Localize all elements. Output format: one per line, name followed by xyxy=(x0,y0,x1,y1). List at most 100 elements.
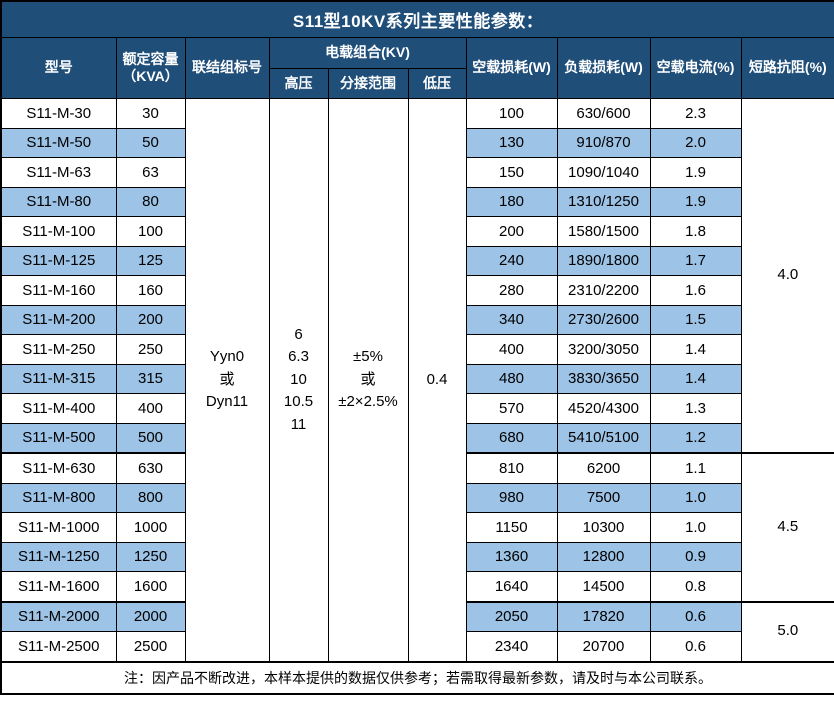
cell-load-loss: 1310/1250 xyxy=(556,186,651,217)
cell-model: S11-M-125 xyxy=(0,245,117,276)
cell-model: S11-M-315 xyxy=(0,363,117,394)
table-row: S11-M-63 63 150 1090/1040 1.9 xyxy=(0,157,834,188)
cell-no-load-loss: 340 xyxy=(465,304,558,335)
cell-capacity: 800 xyxy=(115,482,186,513)
cell-model: S11-M-63 xyxy=(0,157,117,188)
cell-model: S11-M-500 xyxy=(0,422,117,454)
cell-model: S11-M-100 xyxy=(0,216,117,247)
cell-load-loss: 2310/2200 xyxy=(556,275,651,306)
cell-capacity: 630 xyxy=(115,452,186,484)
cell-load-loss: 1090/1040 xyxy=(556,157,651,188)
cell-model: S11-M-1600 xyxy=(0,571,117,602)
table-row: S11-M-2000 2000 2050 17820 0.6 5.0 xyxy=(0,600,834,662)
table-row: S11-M-400 400 570 4520/4300 1.3 xyxy=(0,393,834,424)
cell-no-load-loss: 810 xyxy=(465,452,558,484)
col-header-tap-range: 分接范围 xyxy=(327,68,409,99)
col-header-hv: 高压 xyxy=(268,68,329,99)
cell-no-load-loss: 240 xyxy=(465,245,558,276)
table-row: S11-M-800 800 980 7500 1.0 xyxy=(0,482,834,513)
cell-no-load-current: 1.0 xyxy=(649,482,742,513)
cell-capacity: 250 xyxy=(115,334,186,365)
cell-no-load-current: 1.3 xyxy=(649,393,742,424)
cell-no-load-current: 1.6 xyxy=(649,275,742,306)
col-header-connection: 联结组标号 xyxy=(184,37,270,99)
table-row: S11-M-50 50 130 910/870 2.0 xyxy=(0,127,834,158)
cell-no-load-loss: 400 xyxy=(465,334,558,365)
cell-no-load-current: 0.9 xyxy=(649,541,742,572)
cell-model: S11-M-400 xyxy=(0,393,117,424)
cell-impedance: 4.0 xyxy=(740,98,834,454)
table-row: S11-M-160 160 280 2310/2200 1.6 xyxy=(0,275,834,306)
cell-capacity: 1250 xyxy=(115,541,186,572)
cell-lv-value: 0.4 xyxy=(407,98,467,662)
cell-load-loss: 10300 xyxy=(556,512,651,543)
header-row-2: 高压 分接范围 低压 xyxy=(1,68,834,99)
col-header-no-load-current: 空载电流(%) xyxy=(649,37,742,99)
table-row: S11-M-1250 1250 1360 12800 0.9 xyxy=(0,541,834,572)
cell-no-load-loss: 680 xyxy=(465,422,558,454)
cell-no-load-loss: 980 xyxy=(465,482,558,513)
cell-no-load-current: 1.8 xyxy=(649,216,742,247)
cell-connection-group: Yyn0 或 Dyn11 xyxy=(184,98,270,662)
cell-load-loss: 12800 xyxy=(556,541,651,572)
cell-load-loss: 3830/3650 xyxy=(556,363,651,394)
cell-no-load-loss: 1150 xyxy=(465,512,558,543)
cell-capacity: 315 xyxy=(115,363,186,394)
col-header-capacity: 额定容量 （KVA） xyxy=(115,37,186,99)
cell-capacity: 160 xyxy=(115,275,186,306)
col-header-load-loss: 负载损耗(W) xyxy=(556,37,651,99)
cell-no-load-current: 1.4 xyxy=(649,334,742,365)
cell-load-loss: 20700 xyxy=(556,631,651,662)
cell-no-load-loss: 130 xyxy=(465,127,558,158)
cell-no-load-current: 2.3 xyxy=(649,98,742,129)
table-row: S11-M-630 630 810 6200 1.1 4.5 xyxy=(0,452,834,602)
cell-load-loss: 7500 xyxy=(556,482,651,513)
cell-capacity: 80 xyxy=(115,186,186,217)
cell-no-load-current: 1.1 xyxy=(649,452,742,484)
cell-load-loss: 5410/5100 xyxy=(556,422,651,454)
cell-no-load-loss: 200 xyxy=(465,216,558,247)
col-header-no-load-loss: 空载损耗(W) xyxy=(465,37,558,99)
cell-load-loss: 910/870 xyxy=(556,127,651,158)
cell-capacity: 400 xyxy=(115,393,186,424)
cell-capacity: 125 xyxy=(115,245,186,276)
table-row: S11-M-100 100 200 1580/1500 1.8 xyxy=(0,216,834,247)
cell-load-loss: 4520/4300 xyxy=(556,393,651,424)
table-row: S11-M-1600 1600 1640 14500 0.8 xyxy=(0,571,834,602)
cell-capacity: 30 xyxy=(115,98,186,129)
table-row: S11-M-315 315 480 3830/3650 1.4 xyxy=(0,363,834,394)
cell-impedance: 5.0 xyxy=(740,600,834,662)
cell-capacity: 50 xyxy=(115,127,186,158)
cell-no-load-loss: 150 xyxy=(465,157,558,188)
cell-model: S11-M-800 xyxy=(0,482,117,513)
cell-load-loss: 1890/1800 xyxy=(556,245,651,276)
cell-no-load-current: 1.4 xyxy=(649,363,742,394)
cell-model: S11-M-200 xyxy=(0,304,117,335)
cell-no-load-loss: 280 xyxy=(465,275,558,306)
cell-no-load-current: 1.2 xyxy=(649,422,742,454)
cell-model: S11-M-30 xyxy=(0,98,117,129)
table-row: S11-M-500 500 680 5410/5100 1.2 xyxy=(0,422,834,454)
cell-no-load-current: 1.5 xyxy=(649,304,742,335)
page-title: S11型10KV系列主要性能参数： xyxy=(0,0,834,38)
cell-no-load-loss: 1360 xyxy=(465,541,558,572)
header-row-1: 型号 额定容量 （KVA） 联结组标号 电载组合(KV) 空载损耗(W) 负载损… xyxy=(0,37,834,99)
cell-load-loss: 6200 xyxy=(556,452,651,484)
title-row: S11型10KV系列主要性能参数： xyxy=(0,0,834,38)
table-row: S11-M-125 125 240 1890/1800 1.7 xyxy=(0,245,834,276)
cell-no-load-current: 1.7 xyxy=(649,245,742,276)
cell-model: S11-M-50 xyxy=(0,127,117,158)
cell-model: S11-M-1000 xyxy=(0,512,117,543)
cell-capacity: 100 xyxy=(115,216,186,247)
table-row: S11-M-30 30 Yyn0 或 Dyn11 6 6.3 10 10.5 11 ±5… xyxy=(0,98,834,662)
cell-tap-range: ±5% 或 ±2×2.5% xyxy=(327,98,409,662)
cell-load-loss: 1580/1500 xyxy=(556,216,651,247)
table-body: S11-M-30 30 Yyn0 或 Dyn11 6 6.3 10 10.5 11 ±5… xyxy=(0,98,834,662)
cell-model: S11-M-630 xyxy=(0,452,117,484)
cell-no-load-loss: 1640 xyxy=(465,571,558,602)
cell-load-loss: 3200/3050 xyxy=(556,334,651,365)
table-row: S11-M-80 80 180 1310/1250 1.9 xyxy=(0,186,834,217)
cell-model: S11-M-2500 xyxy=(0,631,117,662)
cell-capacity: 200 xyxy=(115,304,186,335)
